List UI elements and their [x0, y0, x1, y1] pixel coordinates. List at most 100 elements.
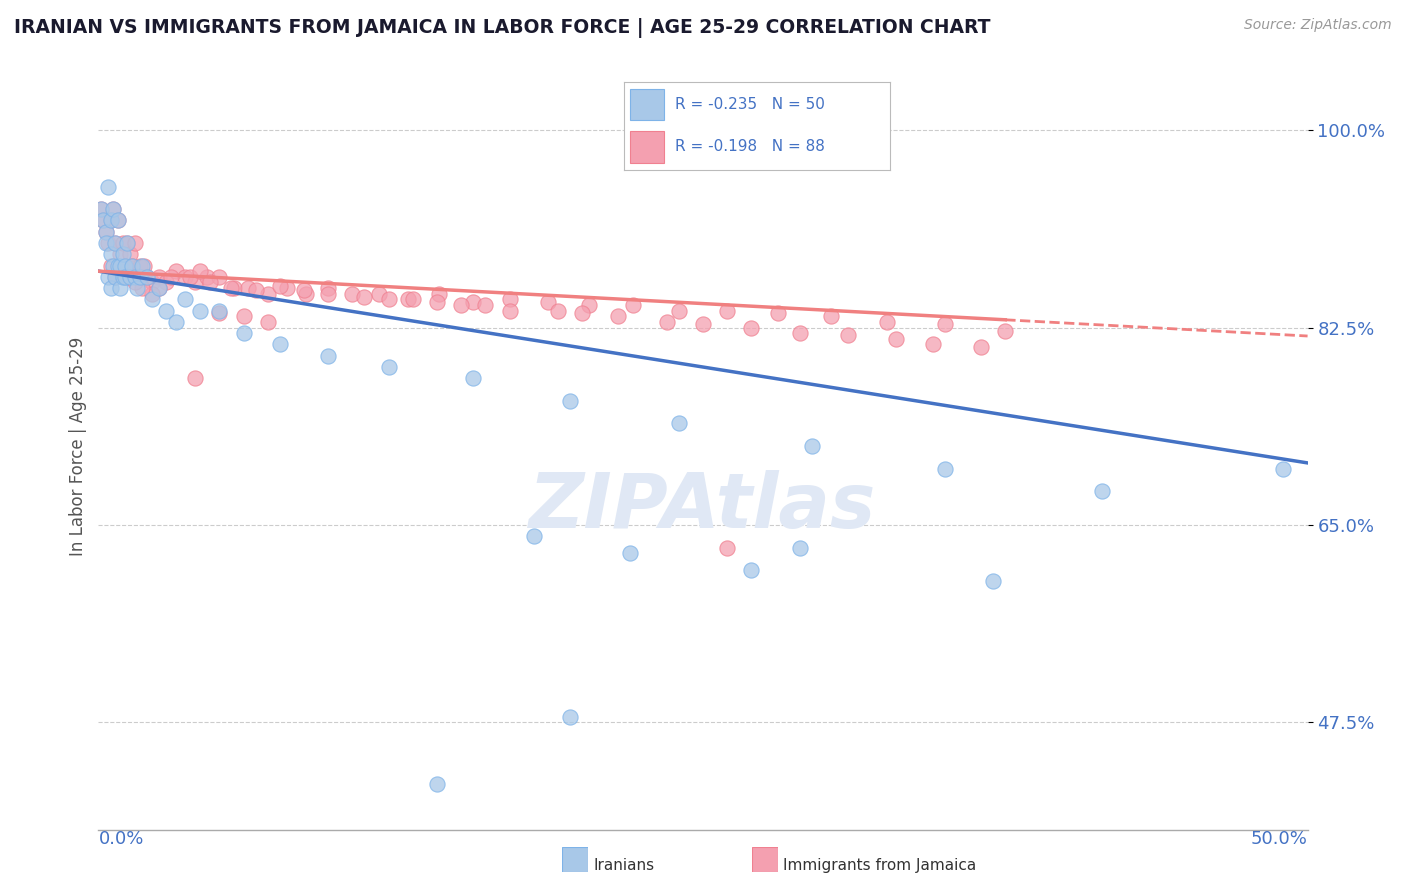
- Point: [934, 461, 956, 475]
- Point: [131, 281, 153, 295]
- Point: [165, 264, 187, 278]
- Point: [523, 529, 546, 543]
- Point: [256, 315, 278, 329]
- Point: [127, 281, 149, 295]
- Y-axis label: In Labor Force | Age 25-29: In Labor Force | Age 25-29: [69, 336, 87, 556]
- Point: [295, 286, 318, 301]
- Point: [221, 281, 243, 295]
- Point: [195, 269, 218, 284]
- Point: [876, 315, 898, 329]
- Text: Iranians: Iranians: [593, 858, 654, 872]
- Point: [498, 303, 520, 318]
- Point: [184, 276, 207, 290]
- Point: [426, 294, 449, 309]
- Point: [148, 281, 170, 295]
- Point: [108, 259, 131, 273]
- Point: [558, 710, 581, 724]
- Point: [117, 269, 139, 284]
- Point: [141, 276, 163, 290]
- Point: [118, 269, 141, 284]
- Point: [402, 293, 425, 307]
- Point: [100, 213, 122, 227]
- Point: [94, 235, 117, 250]
- Point: [668, 303, 690, 318]
- Point: [101, 259, 124, 273]
- Point: [716, 303, 738, 318]
- Point: [238, 281, 260, 295]
- Point: [463, 371, 485, 385]
- Point: [316, 349, 339, 363]
- Point: [232, 326, 254, 341]
- Point: [104, 269, 127, 284]
- Point: [135, 269, 157, 284]
- Point: [921, 337, 943, 351]
- Point: [377, 293, 399, 307]
- Point: [789, 326, 811, 341]
- Point: [107, 213, 129, 227]
- Point: [114, 259, 136, 273]
- Point: [104, 269, 127, 284]
- Point: [97, 269, 120, 284]
- Point: [118, 247, 141, 261]
- Point: [558, 393, 581, 408]
- Point: [124, 269, 146, 284]
- Text: Source: ZipAtlas.com: Source: ZipAtlas.com: [1244, 18, 1392, 32]
- Point: [111, 247, 134, 261]
- Point: [108, 264, 131, 278]
- Point: [886, 332, 908, 346]
- Point: [131, 259, 153, 273]
- Point: [547, 303, 569, 318]
- Point: [571, 306, 593, 320]
- Point: [766, 306, 789, 320]
- Point: [124, 276, 146, 290]
- Point: [208, 303, 231, 318]
- Point: [621, 298, 644, 312]
- Point: [155, 303, 177, 318]
- Point: [134, 259, 156, 273]
- Text: ZIPAtlas: ZIPAtlas: [529, 470, 877, 544]
- Point: [353, 290, 375, 304]
- Point: [174, 269, 197, 284]
- Point: [316, 286, 339, 301]
- Point: [245, 283, 267, 297]
- Point: [97, 235, 120, 250]
- Point: [970, 340, 993, 354]
- Point: [94, 225, 117, 239]
- Point: [108, 281, 131, 295]
- Point: [619, 546, 641, 560]
- Point: [101, 202, 124, 216]
- Point: [981, 574, 1004, 589]
- Point: [131, 269, 153, 284]
- Point: [655, 315, 678, 329]
- Point: [100, 281, 122, 295]
- Text: Immigrants from Jamaica: Immigrants from Jamaica: [783, 858, 976, 872]
- Point: [463, 294, 485, 309]
- Point: [740, 563, 762, 577]
- Point: [198, 276, 221, 290]
- Point: [222, 281, 245, 295]
- Point: [107, 213, 129, 227]
- Point: [111, 269, 134, 284]
- Point: [141, 286, 163, 301]
- Point: [165, 315, 187, 329]
- Point: [97, 179, 120, 194]
- Point: [316, 281, 339, 295]
- Point: [160, 269, 183, 284]
- Point: [127, 269, 149, 284]
- Point: [117, 235, 139, 250]
- Point: [269, 278, 291, 293]
- Point: [128, 259, 150, 273]
- Point: [800, 439, 823, 453]
- Point: [104, 235, 127, 250]
- Point: [188, 264, 211, 278]
- Point: [155, 276, 177, 290]
- Point: [121, 259, 143, 273]
- Point: [232, 310, 254, 324]
- Point: [208, 306, 231, 320]
- Point: [450, 298, 472, 312]
- Point: [692, 317, 714, 331]
- Point: [101, 202, 124, 216]
- Point: [100, 247, 122, 261]
- Point: [90, 202, 112, 216]
- Point: [208, 269, 231, 284]
